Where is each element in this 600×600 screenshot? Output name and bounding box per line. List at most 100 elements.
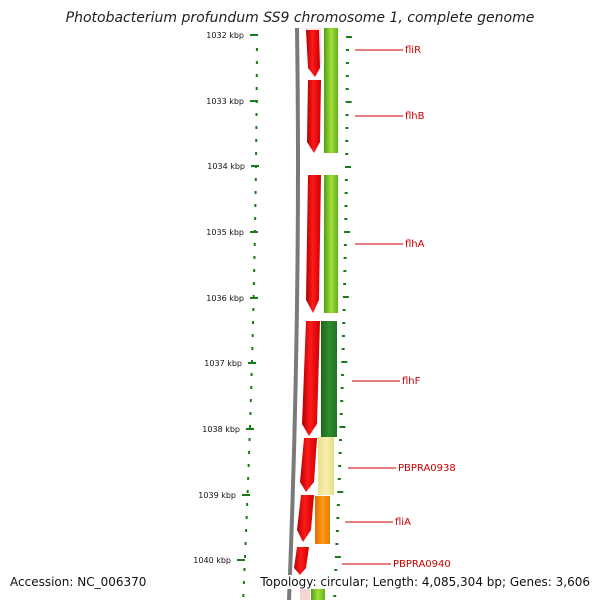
minor-tick <box>252 295 255 298</box>
gene-label: PBPRA0938 <box>398 463 456 474</box>
minor-tick <box>251 334 254 337</box>
minor-tick <box>248 425 251 428</box>
minor-tick <box>255 87 258 90</box>
minor-tick <box>342 309 346 311</box>
tick-label: 1039 kbp <box>198 491 236 500</box>
cds-arrow-flhB <box>307 80 321 153</box>
cds-strip-lime-1 <box>324 28 338 153</box>
minor-tick <box>341 335 345 337</box>
minor-ticks-right <box>333 36 352 597</box>
cds-strip-dark-green <box>321 321 337 437</box>
gene-label: PBPRA0940 <box>393 559 451 570</box>
minor-tick <box>250 360 253 363</box>
minor-tick <box>252 282 255 285</box>
minor-tick <box>243 568 246 571</box>
minor-tick <box>253 269 256 272</box>
minor-tick <box>248 438 251 441</box>
minor-tick <box>246 490 249 493</box>
cds-arrow-bottom-red <box>294 547 309 575</box>
cds-strip-yellow <box>318 437 334 495</box>
minor-tick <box>345 49 349 51</box>
minor-tick <box>242 594 245 597</box>
cds-strip-orange <box>315 496 330 544</box>
minor-tick <box>340 374 344 376</box>
minor-tick <box>337 491 344 493</box>
chromosome-backbone <box>287 27 300 600</box>
minor-tick <box>251 321 254 324</box>
minor-tick <box>345 88 349 90</box>
minor-tick <box>255 74 258 77</box>
tick-label: 1040 kbp <box>193 556 231 565</box>
minor-tick <box>248 451 251 454</box>
minor-tick <box>253 230 256 233</box>
minor-tick <box>254 191 257 194</box>
cds-strip-lime-2 <box>324 175 338 313</box>
minor-tick <box>344 192 348 194</box>
map-title: Photobacterium profundum SS9 chromosome … <box>65 10 535 26</box>
minor-tick <box>254 204 257 207</box>
minor-tick <box>244 542 247 545</box>
gene-labels: fliR flhB flhA flhF PBPRA0938 fliA PBPRA0940 <box>342 45 456 570</box>
minor-tick <box>254 165 257 168</box>
minor-tick <box>344 231 351 233</box>
minor-tick <box>246 503 249 506</box>
minor-tick <box>345 153 349 155</box>
minor-tick <box>254 217 257 220</box>
minor-tick <box>255 48 258 51</box>
cds-strip-bottom-white <box>300 578 310 600</box>
cds-arrow-flhA <box>306 175 321 313</box>
minor-tick <box>242 581 245 584</box>
minor-tick <box>343 283 347 285</box>
minor-tick <box>255 61 258 64</box>
scale-ticks: 1032 kbp 1033 kbp 1034 kbp 1035 kbp 1036 kbp… <box>193 31 259 565</box>
tick-label: 1033 kbp <box>206 97 244 106</box>
minor-tick <box>344 218 348 220</box>
minor-tick <box>341 348 345 350</box>
minor-tick <box>345 114 349 116</box>
minor-tick <box>254 178 257 181</box>
minor-tick <box>253 243 256 246</box>
minor-ticks-left <box>242 48 258 597</box>
minor-tick <box>343 244 347 246</box>
genome-summary: Topology: circular; Length: 4,085,304 bp… <box>260 575 590 589</box>
minor-tick <box>345 36 352 38</box>
minor-tick <box>344 205 348 207</box>
tick-label: 1035 kbp <box>206 228 244 237</box>
gene-label: flhF <box>402 376 421 387</box>
minor-tick <box>338 465 342 467</box>
minor-tick <box>342 296 349 298</box>
minor-tick <box>250 386 253 389</box>
minor-tick <box>345 101 352 103</box>
minor-tick <box>252 308 255 311</box>
tick-label: 1036 kbp <box>206 294 244 303</box>
gene-label: flhB <box>405 111 425 122</box>
minor-tick <box>249 412 252 415</box>
minor-tick <box>343 270 347 272</box>
minor-tick <box>255 152 258 155</box>
minor-tick <box>345 166 352 168</box>
minor-tick <box>244 555 247 558</box>
minor-tick <box>336 517 340 519</box>
minor-tick <box>250 373 253 376</box>
tick-label: 1037 kbp <box>204 359 242 368</box>
minor-tick <box>247 464 250 467</box>
minor-tick <box>339 439 343 441</box>
minor-tick <box>339 426 346 428</box>
cds-arrow-flhF <box>302 321 320 436</box>
minor-tick <box>345 75 349 77</box>
minor-tick <box>341 361 348 363</box>
minor-tick <box>255 126 258 129</box>
cds-arrow-fliA-red <box>297 495 314 542</box>
accession-label: Accession: NC_006370 <box>10 575 147 589</box>
minor-tick <box>337 478 341 480</box>
minor-tick <box>335 530 339 532</box>
minor-tick <box>334 556 341 558</box>
gene-label: fliR <box>405 45 421 56</box>
minor-tick <box>247 477 250 480</box>
minor-tick <box>342 322 346 324</box>
minor-tick <box>345 140 349 142</box>
gene-label: flhA <box>405 239 425 250</box>
minor-tick <box>251 347 254 350</box>
cds-arrow-PBPRA0938-red <box>300 438 317 492</box>
